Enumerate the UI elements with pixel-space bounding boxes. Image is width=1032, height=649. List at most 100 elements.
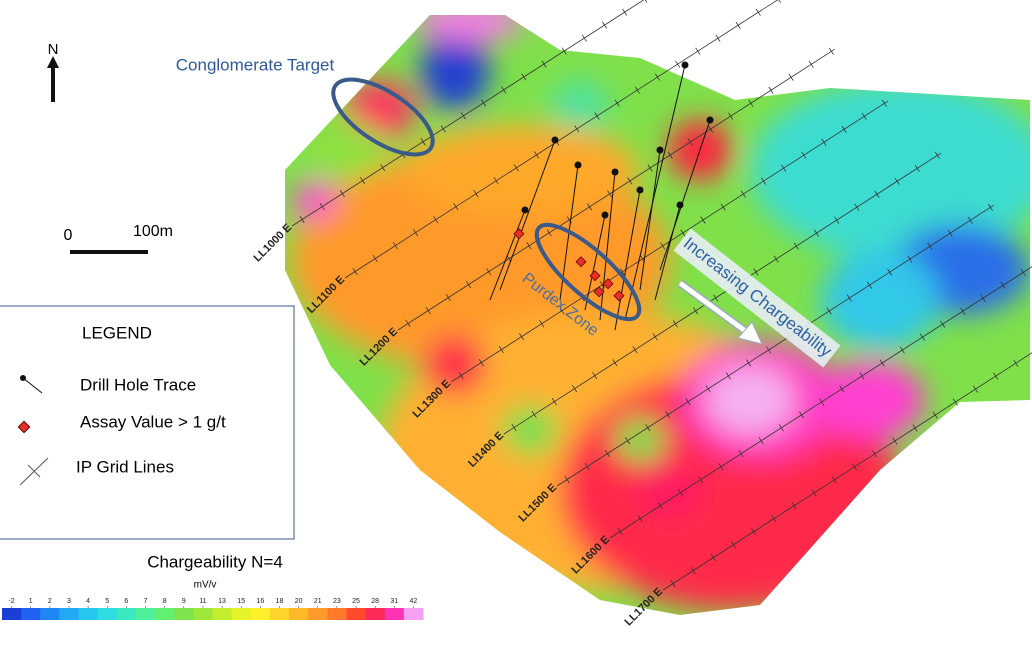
grid-line xyxy=(662,352,1032,591)
colorbar-tick-label: 31 xyxy=(390,598,398,605)
color-swatch xyxy=(78,608,99,620)
grid-tick xyxy=(768,86,774,94)
color-swatch xyxy=(135,608,156,620)
north-label: N xyxy=(48,41,59,58)
grid-tick xyxy=(1000,281,1006,289)
grid-tick xyxy=(892,437,898,445)
grid-tick xyxy=(932,411,938,419)
grid-tick xyxy=(793,242,799,250)
north-arrow-head xyxy=(47,56,59,68)
grid-tick xyxy=(738,450,744,458)
colorbar-tick-label: 6 xyxy=(124,598,128,605)
color-swatch xyxy=(308,608,328,620)
grid-tick xyxy=(980,294,986,302)
color-swatch xyxy=(231,608,252,620)
legend-item: IP Grid Lines xyxy=(76,457,174,476)
color-swatch xyxy=(250,608,271,620)
grid-tick xyxy=(831,476,837,484)
colorbar-title: Chargeability N=4 xyxy=(147,552,283,571)
grid-tick xyxy=(445,294,451,302)
colorbar-tick-label: 8 xyxy=(163,598,167,605)
grid-tick xyxy=(710,554,716,562)
grid-tick xyxy=(319,202,325,211)
colorbar-tick-label: 20 xyxy=(295,598,303,605)
grid-tick xyxy=(572,385,578,393)
color-swatch xyxy=(59,608,80,620)
grid-tick xyxy=(440,125,446,133)
color-swatch xyxy=(269,608,290,620)
grid-tick xyxy=(715,34,721,42)
color-swatch xyxy=(2,608,22,620)
legend-title: LEGEND xyxy=(82,323,152,342)
target-outline xyxy=(331,77,435,157)
colorbar-tick-label: 7 xyxy=(144,598,148,605)
grid-tick xyxy=(660,242,666,250)
grid-tick xyxy=(801,151,807,159)
grid-tick xyxy=(675,60,681,68)
grid-tick xyxy=(819,398,825,406)
grid-tick xyxy=(907,255,913,263)
grid-tick xyxy=(811,489,817,497)
grid-tick xyxy=(705,385,711,393)
grid-tick xyxy=(425,306,431,315)
legend-item: Drill Hole Trace xyxy=(80,375,196,394)
grid-tick xyxy=(771,515,777,523)
grid-tick xyxy=(725,372,731,380)
grid-tick xyxy=(887,268,893,276)
grid-tick xyxy=(834,216,840,224)
grid-tick xyxy=(625,437,631,445)
grid-tick xyxy=(781,164,787,172)
grid-tick xyxy=(498,346,504,354)
color-swatch xyxy=(155,608,175,620)
colorbar-tick-label: 21 xyxy=(314,598,322,605)
grid-tick xyxy=(657,502,663,510)
grid-tick xyxy=(466,281,472,289)
color-swatch xyxy=(116,608,137,620)
grid-tick xyxy=(1020,268,1026,276)
grid-tick xyxy=(839,385,845,393)
grid-tick xyxy=(940,320,946,328)
grid-tick xyxy=(821,138,827,146)
grid-tick xyxy=(1013,359,1019,367)
color-swatch xyxy=(40,608,60,620)
grid-tick xyxy=(665,411,671,419)
drill-holes xyxy=(489,61,714,331)
grid-tick xyxy=(619,268,625,276)
colorbar-tick-label: 25 xyxy=(352,598,360,605)
grid-tick xyxy=(360,177,366,185)
grid-tick xyxy=(899,346,905,354)
grid-tick xyxy=(695,47,701,55)
grid-tick xyxy=(584,462,590,471)
grid-tick xyxy=(617,527,623,536)
colorbar-tick-label: 2 xyxy=(48,598,52,605)
grid-tick xyxy=(581,34,587,42)
grid-tick xyxy=(778,0,781,3)
legend-item: Assay Value > 1 g/t xyxy=(80,412,226,431)
grid-tick xyxy=(778,424,784,432)
annotation: Conglomerate Target xyxy=(176,55,335,74)
grid-tick xyxy=(481,99,487,107)
grid-tick xyxy=(987,203,993,211)
colorbar-tick-label: 42 xyxy=(410,598,418,605)
grid-tick xyxy=(713,294,719,302)
grid-tick xyxy=(808,60,814,68)
grid-tick xyxy=(534,151,540,159)
grid-tick xyxy=(690,566,696,575)
assay-markers xyxy=(513,228,625,302)
colorbar-tick-label: 3 xyxy=(67,598,71,605)
grid-tick xyxy=(718,463,724,471)
grid-tick xyxy=(881,99,887,107)
grid-tick xyxy=(707,125,713,133)
colorbar: -2 1 2 3 4 5 6 7 8 9 11 13 15 16 18 20 21 23 25 28 31 42 xyxy=(2,598,424,620)
grid-tick xyxy=(511,423,517,432)
grid-tick xyxy=(627,177,633,185)
grid-tick xyxy=(879,359,885,367)
grid-tick xyxy=(866,281,872,289)
color-swatch xyxy=(21,608,41,620)
grid-tick xyxy=(680,229,686,237)
grid-tick xyxy=(433,216,439,224)
grid-tick xyxy=(952,398,958,406)
grid-tick xyxy=(372,254,378,263)
grid-tick xyxy=(755,8,761,16)
grid-tick xyxy=(934,151,940,159)
